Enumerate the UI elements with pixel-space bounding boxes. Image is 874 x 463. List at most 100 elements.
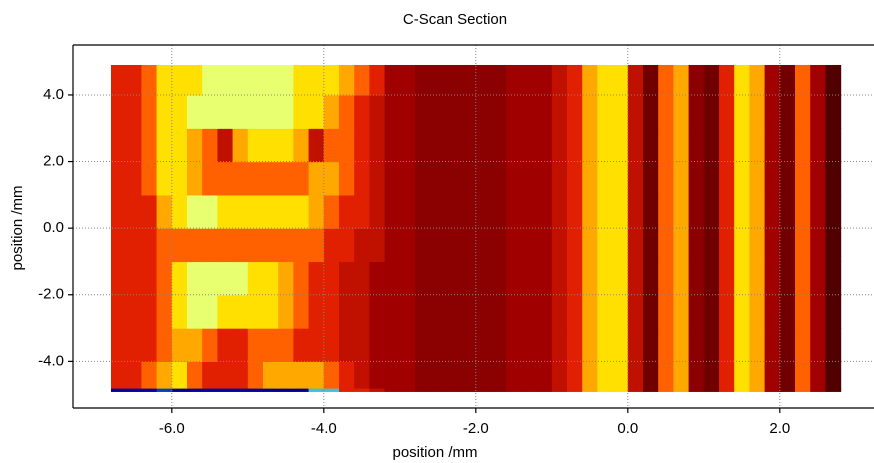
heatmap-cell	[795, 161, 811, 196]
heatmap-cell	[141, 64, 158, 96]
heatmap-cell	[567, 294, 583, 329]
heatmap-cell	[688, 261, 705, 296]
heatmap-cell	[111, 228, 127, 263]
heatmap-cell	[521, 161, 538, 196]
heatmap-cell	[247, 194, 264, 229]
heatmap-cell	[582, 161, 598, 196]
heatmap-cell	[278, 294, 294, 329]
heatmap-cell	[399, 94, 416, 129]
heatmap-cell	[217, 64, 234, 96]
heatmap-cell	[551, 194, 568, 229]
heatmap-cell	[323, 361, 340, 389]
heatmap-cell	[217, 361, 234, 389]
heatmap-cell	[293, 128, 310, 163]
heatmap-cell	[339, 194, 355, 229]
heatmap-cell	[734, 388, 750, 392]
heatmap-cell	[795, 328, 811, 362]
heatmap-cell	[460, 94, 477, 129]
heatmap-cell	[187, 161, 203, 196]
heatmap-cell	[171, 361, 188, 389]
heatmap-cell	[232, 161, 249, 196]
heatmap-cell	[217, 261, 234, 296]
heatmap-cell	[339, 161, 355, 196]
heatmap-cell	[354, 261, 370, 296]
heatmap-cell	[582, 194, 598, 229]
heatmap-cell	[597, 328, 614, 362]
heatmap-cell	[171, 64, 188, 96]
heatmap-cell	[719, 388, 735, 392]
heatmap-cell	[247, 94, 264, 129]
heatmap-cell	[111, 161, 127, 196]
heatmap-cell	[278, 361, 294, 389]
heatmap-cell	[749, 64, 766, 96]
heatmap-cell	[141, 228, 158, 263]
heatmap-cell	[399, 388, 416, 392]
heatmap-cell	[445, 228, 462, 263]
heatmap-cell	[293, 294, 310, 329]
heatmap-cell	[339, 261, 355, 296]
heatmap-cell	[810, 94, 826, 129]
heatmap-cell	[658, 294, 674, 329]
heatmap-cell	[703, 161, 720, 196]
heatmap-cell	[810, 161, 826, 196]
heatmap-cell	[734, 328, 750, 362]
heatmap-cell	[779, 94, 796, 129]
heatmap-cell	[171, 388, 188, 392]
heatmap-cell	[263, 294, 279, 329]
heatmap-cell	[643, 194, 659, 229]
heatmap-cell	[308, 388, 325, 392]
heatmap-cell	[627, 94, 644, 129]
heatmap-cell	[369, 94, 386, 129]
heatmap-cell	[627, 294, 644, 329]
heatmap-cell	[582, 361, 598, 389]
heatmap-cell	[263, 388, 279, 392]
heatmap-cell	[354, 94, 370, 129]
heatmap-cell	[536, 94, 553, 129]
heatmap-cell	[810, 228, 826, 263]
heatmap-cell	[339, 94, 355, 129]
heatmap-cell	[627, 228, 644, 263]
heatmap-cell	[673, 94, 690, 129]
heatmap-cell	[187, 194, 203, 229]
heatmap-cell	[369, 361, 386, 389]
heatmap-cell	[354, 128, 370, 163]
heatmap-cell	[399, 328, 416, 362]
heatmap-cell	[323, 161, 340, 196]
heatmap-cell	[187, 388, 203, 392]
heatmap-cell	[764, 388, 781, 392]
heatmap-cell	[278, 94, 294, 129]
heatmap-cell	[247, 388, 264, 392]
heatmap-cell	[263, 194, 279, 229]
heatmap-cell	[323, 388, 340, 392]
heatmap-cell	[643, 94, 659, 129]
heatmap-cell	[171, 261, 188, 296]
heatmap-cell	[126, 228, 142, 263]
heatmap-cell	[430, 328, 446, 362]
heatmap-cell	[658, 194, 674, 229]
heatmap-cell	[156, 388, 173, 392]
heatmap-cell	[339, 128, 355, 163]
heatmap-cell	[825, 228, 842, 263]
heatmap-cell	[308, 361, 325, 389]
heatmap-cell	[308, 261, 325, 296]
heatmap-cell	[460, 64, 477, 96]
heatmap-cell	[719, 161, 735, 196]
heatmap-cell	[795, 261, 811, 296]
heatmap-cell	[734, 194, 750, 229]
heatmap-cell	[156, 294, 173, 329]
heatmap-cell	[703, 388, 720, 392]
heatmap-cell	[719, 64, 735, 96]
heatmap-cell	[399, 228, 416, 263]
heatmap-cell	[764, 228, 781, 263]
heatmap-cell	[506, 64, 522, 96]
heatmap-cell	[643, 228, 659, 263]
heatmap-cell	[445, 161, 462, 196]
heatmap-cell	[232, 361, 249, 389]
heatmap-cell	[551, 128, 568, 163]
heatmap-cell	[445, 361, 462, 389]
heatmap-cell	[126, 194, 142, 229]
heatmap-cell	[658, 161, 674, 196]
heatmap-cell	[247, 128, 264, 163]
heatmap-cell	[673, 388, 690, 392]
heatmap-cell	[156, 261, 173, 296]
